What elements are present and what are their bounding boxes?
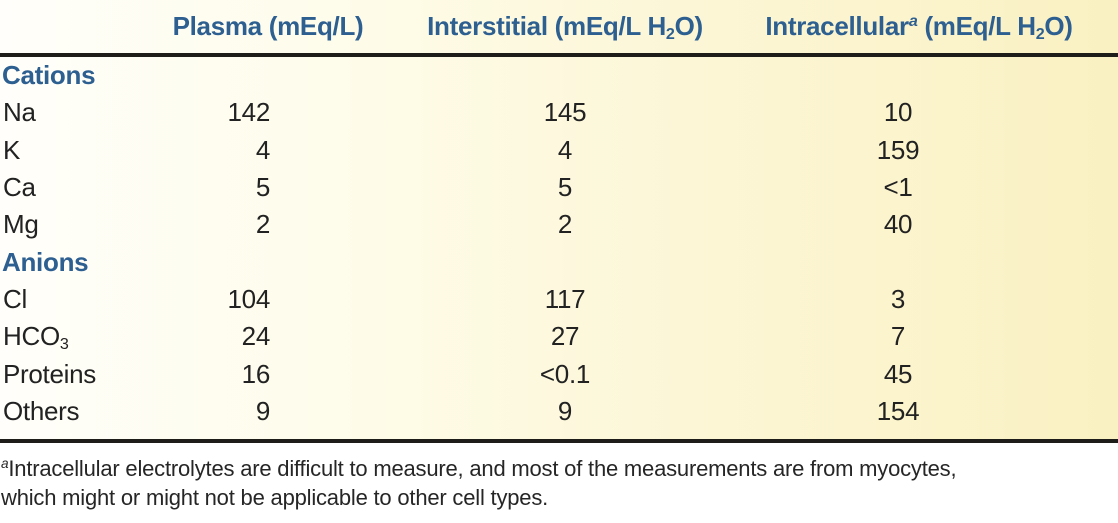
row-label: K (3, 134, 21, 165)
header-rule (0, 53, 1118, 57)
row-label: Ca (3, 172, 36, 203)
row-label-subscript: 3 (59, 335, 69, 354)
row-label: Mg (3, 209, 39, 240)
plasma-value: 4 (255, 134, 270, 165)
intracellular-value: 3 (890, 283, 906, 314)
intracellular-value: 45 (883, 358, 913, 389)
interstitial-value: 2 (557, 209, 573, 240)
interstitial-value: 9 (557, 395, 573, 426)
plasma-value: 104 (227, 283, 271, 314)
section-title: Cations (2, 60, 96, 91)
row-label: Proteins (3, 358, 96, 389)
plasma-value: 24 (241, 321, 271, 352)
interstitial-value: 5 (557, 172, 573, 203)
footnote-line-1: Intracellular electrolytes are difficult… (8, 455, 957, 481)
intracellular-header-unit-end: O) (1044, 11, 1073, 41)
table-row: K 4 4 159 (0, 132, 1118, 169)
column-header-plasma: Plasma (mEq/L) (172, 11, 364, 41)
section-header-cations: Cations (0, 57, 1118, 94)
intracellular-value: 159 (876, 134, 920, 165)
interstitial-value: <0.1 (539, 358, 591, 389)
intracellular-value: 10 (883, 97, 913, 128)
column-header-intracellular: Intracellulara (mEq/L H2O) (720, 11, 1118, 42)
row-label: HCO3 (3, 321, 69, 354)
footnote-marker: a (1, 456, 9, 472)
intracellular-header-text: Intracellular (765, 11, 909, 41)
interstitial-header-text-end: O) (674, 11, 704, 41)
table-header-row: Plasma (mEq/L) Interstitial (mEq/L H2O) … (0, 0, 1118, 53)
interstitial-value: 4 (557, 134, 573, 165)
plasma-value: 16 (241, 358, 271, 389)
plasma-value: 2 (255, 209, 270, 240)
interstitial-value: 27 (550, 321, 580, 352)
plasma-value: 9 (255, 395, 270, 426)
table-row: HCO3 24 27 7 (0, 318, 1118, 355)
table-row: Proteins 16 <0.1 45 (0, 355, 1118, 392)
intracellular-value: 7 (890, 321, 906, 352)
interstitial-value: 145 (543, 97, 587, 128)
intracellular-value: 40 (883, 209, 913, 240)
column-header-interstitial: Interstitial (mEq/L H2O) (366, 11, 720, 42)
table-footnote: aIntracellular electrolytes are difficul… (0, 454, 1118, 512)
interstitial-value: 117 (544, 283, 586, 314)
plasma-value: 142 (227, 97, 271, 128)
plasma-value: 5 (255, 172, 270, 203)
interstitial-header-subscript: 2 (665, 25, 675, 44)
section-title: Anions (2, 246, 89, 277)
section-header-anions: Anions (0, 243, 1118, 280)
table-row: Ca 5 5 <1 (0, 169, 1118, 206)
table-row: Mg 2 2 40 (0, 206, 1118, 243)
electrolyte-table: Plasma (mEq/L) Interstitial (mEq/L H2O) … (0, 0, 1118, 443)
row-label: Others (3, 395, 80, 426)
table-body: Cations Na 142 145 10 K 4 4 159 Ca 5 5 <… (0, 57, 1118, 439)
table-row: Cl 104 117 3 (0, 281, 1118, 318)
intracellular-header-subscript: 2 (1035, 25, 1045, 44)
intracellular-value: <1 (883, 172, 913, 203)
footnote-line-2: which might or might not be applicable t… (1, 484, 549, 510)
intracellular-header-unit: (mEq/L H (917, 11, 1036, 41)
table-row: Na 142 145 10 (0, 94, 1118, 131)
intracellular-value: 154 (876, 395, 920, 426)
row-label: Cl (3, 283, 27, 314)
table-row: Others 9 9 154 (0, 393, 1118, 430)
interstitial-header-text: Interstitial (mEq/L H (427, 11, 666, 41)
bottom-rule (0, 438, 1118, 443)
row-label: Na (3, 97, 36, 128)
intracellular-footnote-marker: a (908, 12, 918, 31)
